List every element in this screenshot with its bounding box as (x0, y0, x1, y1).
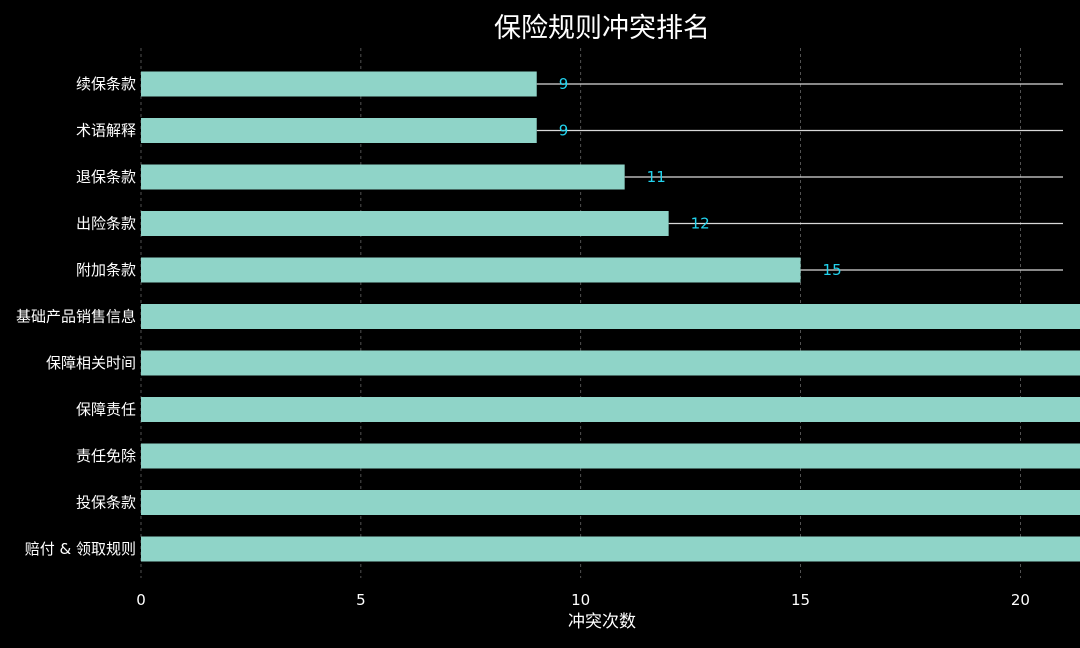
bar-5 (141, 304, 1080, 329)
bar-0 (141, 71, 537, 97)
value-label-1: 9 (559, 122, 569, 140)
category-label-0: 续保条款 (76, 75, 136, 93)
x-tick-label-4: 20 (1011, 591, 1030, 609)
category-label-1: 术语解释 (76, 122, 136, 140)
category-labels: 续保条款术语解释退保条款出险条款附加条款基础产品销售信息保障相关时间保障责任责任… (16, 75, 136, 558)
category-label-7: 保障责任 (76, 401, 136, 419)
bar-2 (141, 164, 625, 190)
value-label-3: 12 (691, 215, 710, 233)
category-label-2: 退保条款 (76, 168, 136, 186)
category-label-3: 出险条款 (76, 215, 136, 233)
bar-6 (141, 350, 1080, 376)
value-label-2: 11 (647, 168, 666, 186)
category-label-10: 赔付 & 领取规则 (25, 540, 136, 558)
bars (141, 71, 1080, 562)
value-label-4: 15 (823, 261, 842, 279)
x-axis-label: 冲突次数 (568, 612, 636, 632)
x-tick-label-3: 15 (791, 591, 810, 609)
x-tick-label-1: 5 (356, 591, 366, 609)
bar-8 (141, 443, 1080, 469)
bar-3 (141, 211, 669, 236)
category-label-4: 附加条款 (76, 261, 136, 279)
x-tick-labels: 0510152025303540 (136, 591, 1030, 609)
category-label-8: 责任免除 (76, 447, 136, 465)
category-label-9: 投保条款 (76, 494, 136, 512)
bar-1 (141, 118, 537, 143)
bar-7 (141, 397, 1080, 422)
category-label-5: 基础产品销售信息 (16, 308, 136, 326)
bar-guide-lines (536, 83, 1080, 550)
category-label-6: 保障相关时间 (46, 354, 136, 372)
bar-10 (141, 536, 1080, 562)
value-label-0: 9 (559, 75, 569, 93)
x-tick-label-0: 0 (136, 591, 146, 609)
bar-9 (141, 490, 1080, 515)
chart-title: 保险规则冲突排名 (494, 13, 710, 44)
value-labels: 99111215232427363737 (559, 75, 842, 279)
bar-4 (141, 257, 801, 283)
x-tick-label-2: 10 (571, 591, 590, 609)
